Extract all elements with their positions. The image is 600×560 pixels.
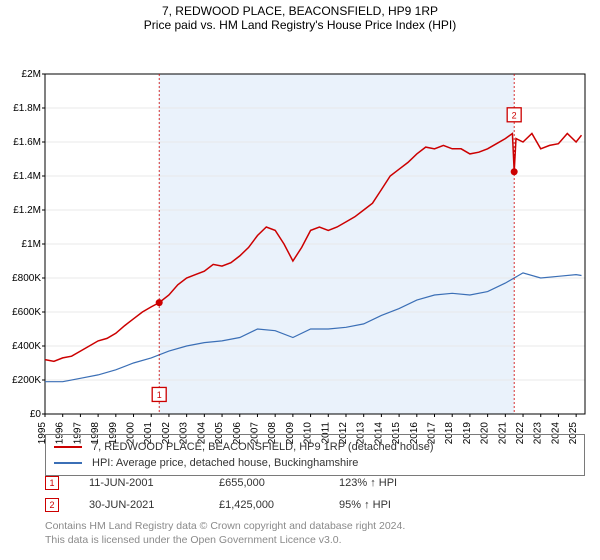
legend-swatch-property — [54, 446, 82, 448]
data-pct-2: 95% ↑ HPI — [339, 499, 391, 511]
footer-line-2: This data is licensed under the Open Gov… — [45, 534, 585, 548]
legend-item-hpi: HPI: Average price, detached house, Buck… — [54, 455, 576, 471]
chart-title: 7, REDWOOD PLACE, BEACONSFIELD, HP9 1RP — [0, 0, 600, 18]
legend-label-hpi: HPI: Average price, detached house, Buck… — [92, 457, 358, 469]
legend-label-property: 7, REDWOOD PLACE, BEACONSFIELD, HP9 1RP … — [92, 441, 434, 453]
svg-text:£800K: £800K — [12, 273, 41, 284]
data-price-1: £655,000 — [219, 477, 309, 489]
svg-text:£1.6M: £1.6M — [13, 137, 41, 148]
data-row-2: 2 30-JUN-2021 £1,425,000 95% ↑ HPI — [45, 494, 585, 516]
svg-text:£200K: £200K — [12, 375, 41, 386]
svg-text:£0: £0 — [30, 409, 42, 420]
chart-container: 7, REDWOOD PLACE, BEACONSFIELD, HP9 1RP … — [0, 0, 600, 560]
svg-text:£1.4M: £1.4M — [13, 171, 41, 182]
chart-subtitle: Price paid vs. HM Land Registry's House … — [0, 18, 600, 34]
svg-text:£2M: £2M — [22, 69, 41, 80]
svg-text:1: 1 — [157, 390, 162, 400]
svg-text:£1.2M: £1.2M — [13, 205, 41, 216]
svg-text:£400K: £400K — [12, 341, 41, 352]
svg-text:£600K: £600K — [12, 307, 41, 318]
legend-box: 7, REDWOOD PLACE, BEACONSFIELD, HP9 1RP … — [45, 434, 585, 476]
data-pct-1: 123% ↑ HPI — [339, 477, 397, 489]
legend-swatch-hpi — [54, 462, 82, 464]
data-points-box: 1 11-JUN-2001 £655,000 123% ↑ HPI 2 30-J… — [45, 472, 585, 516]
data-price-2: £1,425,000 — [219, 499, 309, 511]
footer-note: Contains HM Land Registry data © Crown c… — [45, 520, 585, 547]
data-row-1: 1 11-JUN-2001 £655,000 123% ↑ HPI — [45, 472, 585, 494]
svg-text:£1M: £1M — [22, 239, 41, 250]
footer-line-1: Contains HM Land Registry data © Crown c… — [45, 520, 585, 534]
data-date-1: 11-JUN-2001 — [89, 477, 189, 489]
svg-text:2: 2 — [512, 110, 517, 120]
marker-badge-2: 2 — [45, 498, 59, 512]
marker-badge-1: 1 — [45, 476, 59, 490]
legend-item-property: 7, REDWOOD PLACE, BEACONSFIELD, HP9 1RP … — [54, 439, 576, 455]
line-chart: £0 £200K £400K £600K £800K £1M £1.2M £1.4M £1.6M… — [0, 34, 600, 464]
svg-text:£1.8M: £1.8M — [13, 103, 41, 114]
data-date-2: 30-JUN-2021 — [89, 499, 189, 511]
